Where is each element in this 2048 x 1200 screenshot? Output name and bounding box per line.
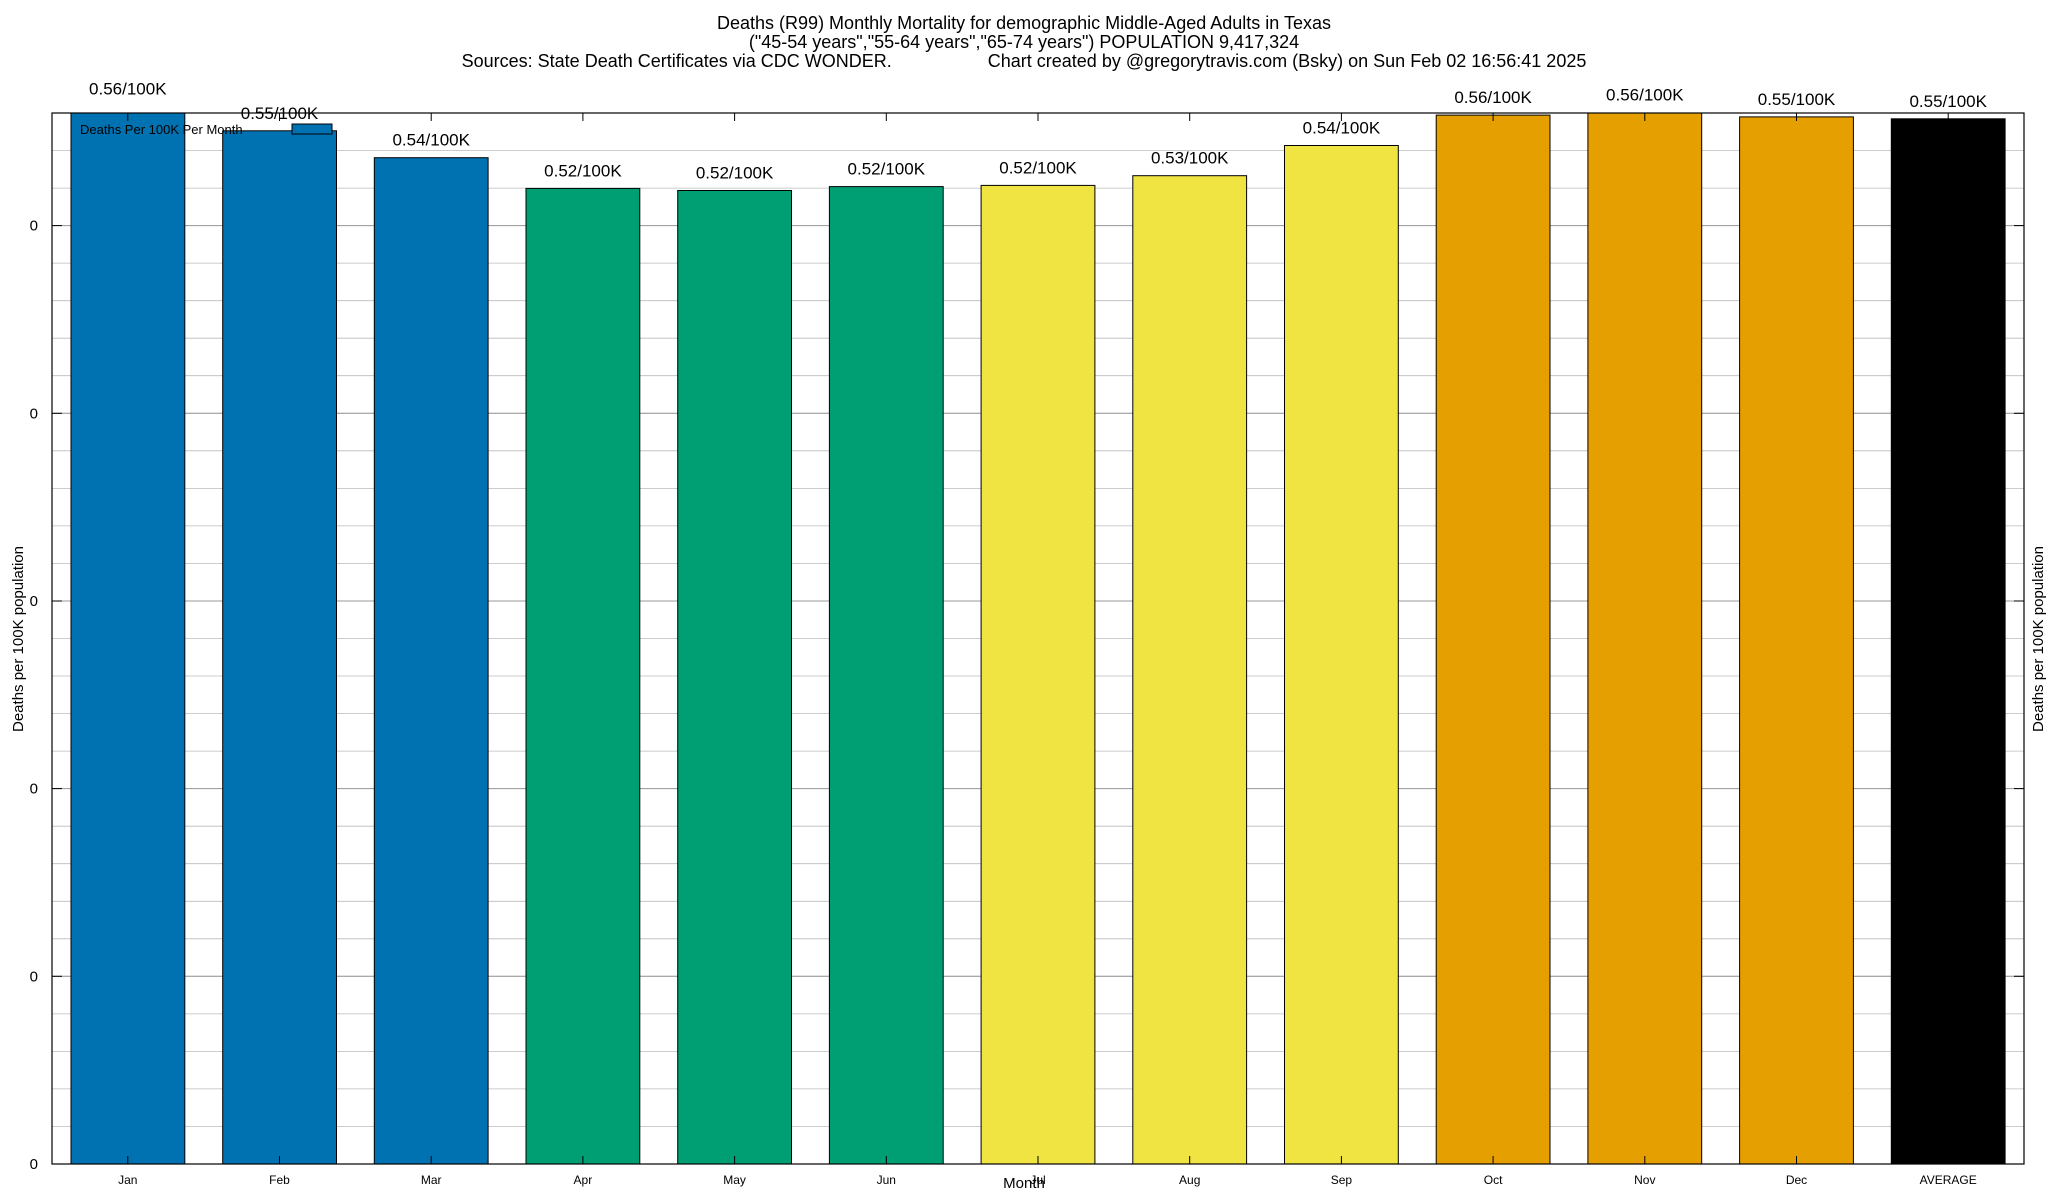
chart-title: Deaths (R99) Monthly Mortality for demog… bbox=[717, 13, 1331, 33]
legend-layer: Deaths Per 100K Per Month bbox=[80, 122, 333, 137]
data-label: 0.53/100K bbox=[1151, 149, 1229, 168]
x-axis-label: Month bbox=[1003, 1175, 1045, 1192]
y-axis-label-left: Deaths per 100K population bbox=[10, 545, 27, 732]
legend-swatch bbox=[291, 123, 333, 135]
x-tick-label: Jan bbox=[118, 1173, 137, 1187]
bar-may bbox=[677, 190, 793, 1165]
data-label: 0.52/100K bbox=[544, 161, 622, 180]
data-label: 0.56/100K bbox=[1606, 86, 1684, 105]
x-tick-label: Jul bbox=[1030, 1173, 1045, 1187]
y-tick-label: 0 bbox=[30, 1156, 38, 1173]
x-tick-label: Nov bbox=[1634, 1173, 1655, 1187]
bar-average bbox=[1890, 118, 2006, 1165]
axis-layer: Jan Feb Mar Apr May Jun Jul Aug Sep Oct Nov Dec AVER… bbox=[30, 112, 2025, 1187]
bar-nov bbox=[1587, 112, 1703, 1165]
data-label: 0.56/100K bbox=[1454, 88, 1532, 107]
bar-apr bbox=[525, 187, 641, 1165]
chart-title-block: Deaths (R99) Monthly Mortality for demog… bbox=[0, 14, 2048, 71]
plot-frame bbox=[51, 112, 2025, 1165]
x-tick-label: Sep bbox=[1331, 1173, 1353, 1187]
chart-subtitle: ("45-54 years","55-64 years","65-74 year… bbox=[748, 32, 1300, 52]
bar-aug bbox=[1132, 175, 1248, 1165]
x-tick-label: Aug bbox=[1179, 1173, 1200, 1187]
bar-jan bbox=[70, 112, 186, 1165]
x-tick-label: AVERAGE bbox=[1920, 1173, 1977, 1187]
y-tick-label: 0 bbox=[30, 968, 38, 985]
x-tick-label: Dec bbox=[1786, 1173, 1807, 1187]
data-label: 0.55/100K bbox=[1758, 90, 1836, 109]
x-tick-label: Mar bbox=[421, 1173, 442, 1187]
x-tick-label: Jun bbox=[877, 1173, 896, 1187]
bar-jul bbox=[980, 184, 1096, 1165]
y-tick-label: 0 bbox=[30, 218, 38, 235]
bar-feb bbox=[222, 130, 337, 1165]
data-label: 0.54/100K bbox=[392, 131, 470, 150]
bar-oct bbox=[1435, 114, 1551, 1165]
bar-mar bbox=[373, 157, 489, 1165]
bars-layer bbox=[70, 112, 2006, 1165]
bar-sep bbox=[1284, 145, 1399, 1165]
data-label: 0.56/100K bbox=[89, 79, 167, 98]
bar-dec bbox=[1739, 116, 1854, 1165]
y-tick-label: 0 bbox=[30, 593, 38, 610]
data-label: 0.55/100K bbox=[1909, 92, 1987, 111]
data-label: 0.52/100K bbox=[696, 164, 774, 183]
x-tick-label: Feb bbox=[269, 1173, 290, 1187]
chart-sources-line: Sources: State Death Certificates via CD… bbox=[0, 52, 2048, 71]
y-tick-label: 0 bbox=[30, 405, 38, 422]
x-tick-label: May bbox=[723, 1173, 746, 1187]
legend-label: Deaths Per 100K Per Month bbox=[80, 122, 243, 137]
x-tick-label: Oct bbox=[1484, 1173, 1503, 1187]
chart-sources: Sources: State Death Certificates via CD… bbox=[461, 51, 892, 71]
data-label: 0.54/100K bbox=[1303, 119, 1381, 138]
x-tick-label: Apr bbox=[574, 1173, 593, 1187]
chart-credit: Chart created by @gregorytravis.com (Bsk… bbox=[987, 51, 1587, 71]
y-tick-label: 0 bbox=[30, 781, 38, 798]
y-axis-label-right: Deaths per 100K population bbox=[2030, 545, 2047, 732]
bar-jun bbox=[828, 186, 944, 1165]
data-label: 0.52/100K bbox=[999, 158, 1077, 177]
labels-layer: 0.56/100K 0.55/100K 0.54/100K 0.52/100K 0.52… bbox=[89, 79, 1988, 182]
data-label: 0.52/100K bbox=[848, 160, 926, 179]
